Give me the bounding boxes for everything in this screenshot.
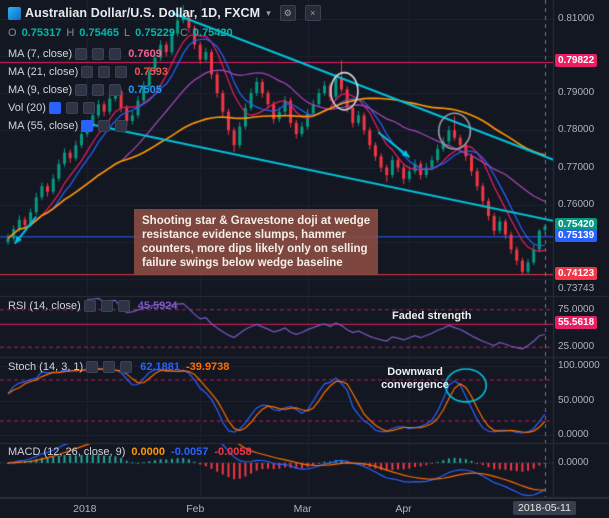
indicator-value: 0.7609 [128,48,162,60]
macd-label[interactable]: MACD (12, 26, close, 9) [8,446,126,458]
rsi-axis-label: 75.0000 [558,303,595,315]
rsi-value: 45.5924 [137,300,178,312]
macd-legend-row: MACD (12, 26, close, 9) 0.0000 -0.0057 -… [8,446,252,458]
indicator-row-ma9: MA (9, close) 0.7505 [8,81,321,99]
price-tag[interactable]: 0.75139 [555,228,598,242]
stoch-label[interactable]: Stoch (14, 3, 1) [8,361,84,373]
price-tag[interactable]: 0.75420 [555,218,598,232]
settings-icon[interactable] [92,48,105,60]
indicator-row-ma55: MA (55, close) [8,117,321,135]
indicator-label[interactable]: MA (55, close) [8,120,79,132]
symbol-title[interactable]: Australian Dollar/U.S. Dollar, 1D, FXCM [25,6,261,20]
close-label: C [179,26,188,39]
close-icon[interactable] [82,102,95,114]
price-axis-label: 0.78000 [558,124,595,136]
indicator-label[interactable]: MA (21, close) [8,66,79,78]
indicator-label[interactable]: MA (9, close) [8,84,73,96]
rsi-label[interactable]: RSI (14, close) [8,300,81,312]
macd-axis-label: 0.0000 [558,456,589,468]
price-tag[interactable]: 0.74123 [555,266,598,280]
indicator-value: 0.7593 [134,66,168,78]
indicator-row-ma21: MA (21, close) 0.7593 [8,63,321,81]
settings-icon[interactable] [98,120,111,132]
rsi-annotation-text[interactable]: Faded strength [392,310,472,322]
time-axis-label: Feb [186,503,205,515]
close-icon[interactable] [120,361,133,373]
open-value: 0.75317 [21,26,62,39]
price-tag[interactable]: 0.79822 [555,54,598,68]
low-value: 0.75229 [135,26,175,39]
indicator-label[interactable]: Vol (20) [8,102,46,114]
close-icon[interactable] [115,120,128,132]
open-label: O [8,26,17,39]
symbol-icon [8,6,21,20]
stoch-k-value: 62.1881 [140,361,180,373]
close-icon[interactable] [115,66,128,78]
settings-button[interactable]: ⚙ [279,5,296,21]
annotation-line: counters, more dips likely only on selli… [142,243,368,255]
indicator-value: 0.7505 [128,84,162,96]
rsi-level-tag[interactable]: 55.5618 [555,316,598,330]
close-icon[interactable] [117,300,130,312]
time-axis[interactable]: 2018 Feb Mar Apr 2018-05-11 [0,498,609,518]
price-axis-label: 0.73743 [558,282,595,294]
time-axis-label: 2018 [73,503,97,515]
close-value: 0.75420 [192,26,233,39]
price-axis-label: 0.76000 [558,198,595,210]
settings-icon[interactable] [92,84,105,96]
indicator-label[interactable]: MA (7, close) [8,48,73,60]
time-axis-label: Apr [395,503,412,515]
rsi-legend-row: RSI (14, close) 45.5924 [8,300,178,312]
ohlc-row: O 0.75317 H 0.75465 L 0.75229 C 0.75420 [8,25,321,40]
price-axis-label: 0.81000 [558,12,595,24]
close-icon[interactable] [109,48,122,60]
eye-icon[interactable] [75,84,88,96]
settings-icon[interactable] [98,66,111,78]
annotation-line: resistance evidence slumps, hammer [142,229,346,241]
stoch-axis-label: 0.0000 [558,428,589,440]
annotation-line: failure swings below wedge baseline [142,257,343,269]
rsi-axis-label: 25.0000 [558,341,595,353]
settings-icon[interactable] [100,300,113,312]
indicator-row-vol: Vol (20) [8,99,321,117]
close-icon[interactable] [109,84,122,96]
indicator-row-ma7: MA (7, close) 0.7609 [8,45,321,63]
high-label: H [66,26,75,39]
stoch-annotation-text[interactable]: Downward convergence [381,366,449,391]
low-label: L [124,26,131,39]
stoch-legend-row: Stoch (14, 3, 1) 62.1881 -39.9738 [8,361,229,373]
eye-icon[interactable] [86,361,99,373]
eye-icon[interactable] [83,300,96,312]
stoch-d-value: -39.9738 [185,361,230,373]
macd-hist-value: 0.0000 [131,446,166,458]
stoch-axis-label: 100.0000 [558,360,600,372]
price-axis[interactable]: 0.81000 0.79000 0.78000 0.77000 0.76000 0.737… [554,0,609,498]
close-button[interactable]: × [304,5,321,21]
chart-header: Australian Dollar/U.S. Dollar, 1D, FXCM … [8,4,321,135]
stoch-axis-label: 50.0000 [558,394,595,406]
eye-icon[interactable] [75,48,88,60]
chevron-down-icon[interactable]: ▾ [266,7,271,18]
date-tag[interactable]: 2018-05-11 [513,501,576,515]
eye-icon[interactable] [81,66,94,78]
eye-icon[interactable] [81,120,94,132]
annotation-line: Shooting star & Gravestone doji at wedge [142,215,371,227]
time-axis-label: Mar [293,503,312,515]
price-axis-label: 0.77000 [558,161,595,173]
settings-icon[interactable] [65,102,78,114]
macd-signal-value: -0.0058 [214,446,252,458]
symbol-title-row: Australian Dollar/U.S. Dollar, 1D, FXCM … [8,4,321,22]
indicator-legend: MA (7, close) 0.7609 MA (21, close) 0.75… [8,45,321,135]
settings-icon[interactable] [103,361,116,373]
price-axis-label: 0.79000 [558,87,595,99]
macd-line-value: -0.0057 [171,446,209,458]
eye-icon[interactable] [48,102,61,114]
annotation-note[interactable]: Shooting star & Gravestone doji at wedge… [134,209,379,275]
high-value: 0.75465 [79,26,120,39]
